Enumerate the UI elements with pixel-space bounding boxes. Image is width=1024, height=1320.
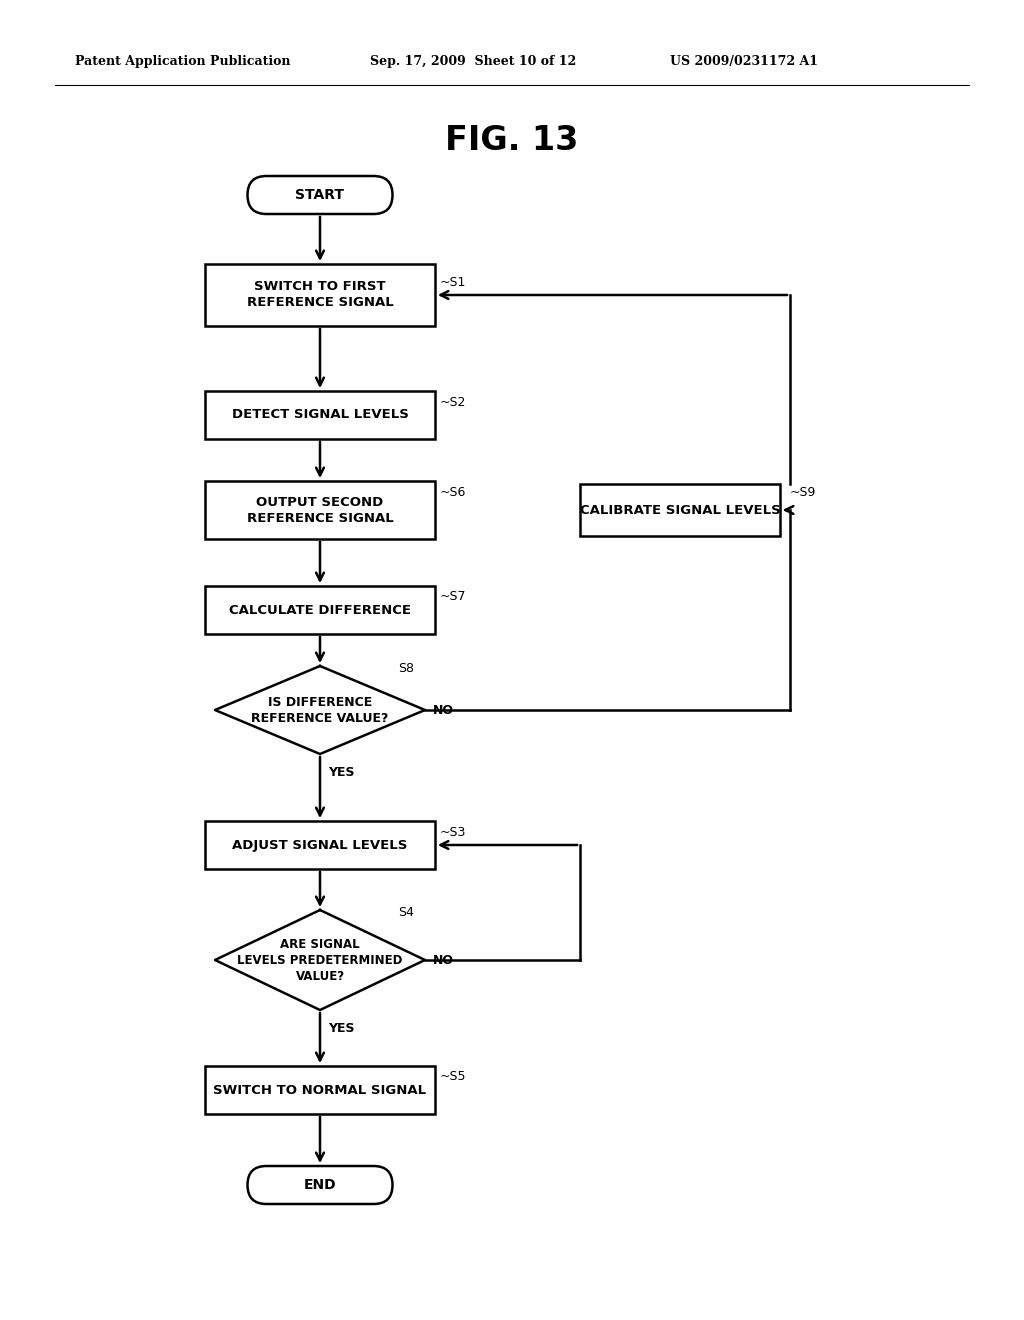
FancyBboxPatch shape — [205, 480, 435, 539]
Text: S8: S8 — [398, 661, 414, 675]
Text: DETECT SIGNAL LEVELS: DETECT SIGNAL LEVELS — [231, 408, 409, 421]
Text: END: END — [304, 1177, 336, 1192]
Text: ~S1: ~S1 — [440, 276, 466, 289]
Text: IS DIFFERENCE
REFERENCE VALUE?: IS DIFFERENCE REFERENCE VALUE? — [251, 696, 389, 725]
Text: Patent Application Publication: Patent Application Publication — [75, 55, 291, 69]
FancyBboxPatch shape — [205, 1067, 435, 1114]
Text: SWITCH TO NORMAL SIGNAL: SWITCH TO NORMAL SIGNAL — [213, 1084, 427, 1097]
FancyBboxPatch shape — [205, 264, 435, 326]
Text: ~S9: ~S9 — [790, 487, 816, 499]
Text: YES: YES — [328, 766, 354, 779]
Text: ~S2: ~S2 — [440, 396, 466, 409]
Text: FIG. 13: FIG. 13 — [445, 124, 579, 157]
Text: ADJUST SIGNAL LEVELS: ADJUST SIGNAL LEVELS — [232, 838, 408, 851]
FancyBboxPatch shape — [205, 821, 435, 869]
Text: NO: NO — [433, 953, 454, 966]
Text: ARE SIGNAL
LEVELS PREDETERMINED
VALUE?: ARE SIGNAL LEVELS PREDETERMINED VALUE? — [238, 937, 402, 982]
FancyBboxPatch shape — [205, 586, 435, 634]
Text: CALIBRATE SIGNAL LEVELS: CALIBRATE SIGNAL LEVELS — [580, 503, 780, 516]
Text: ~S7: ~S7 — [440, 590, 467, 603]
Text: US 2009/0231172 A1: US 2009/0231172 A1 — [670, 55, 818, 69]
Text: ~S3: ~S3 — [440, 825, 466, 838]
Text: CALCULATE DIFFERENCE: CALCULATE DIFFERENCE — [229, 603, 411, 616]
Text: START: START — [296, 187, 344, 202]
Text: Sep. 17, 2009  Sheet 10 of 12: Sep. 17, 2009 Sheet 10 of 12 — [370, 55, 577, 69]
FancyBboxPatch shape — [580, 484, 780, 536]
FancyBboxPatch shape — [205, 391, 435, 440]
Text: S4: S4 — [398, 906, 414, 919]
Text: SWITCH TO FIRST
REFERENCE SIGNAL: SWITCH TO FIRST REFERENCE SIGNAL — [247, 281, 393, 309]
FancyBboxPatch shape — [248, 176, 392, 214]
Text: ~S6: ~S6 — [440, 487, 466, 499]
Text: OUTPUT SECOND
REFERENCE SIGNAL: OUTPUT SECOND REFERENCE SIGNAL — [247, 495, 393, 524]
Text: ~S5: ~S5 — [440, 1071, 467, 1084]
Text: YES: YES — [328, 1022, 354, 1035]
Text: NO: NO — [433, 704, 454, 717]
FancyBboxPatch shape — [248, 1166, 392, 1204]
